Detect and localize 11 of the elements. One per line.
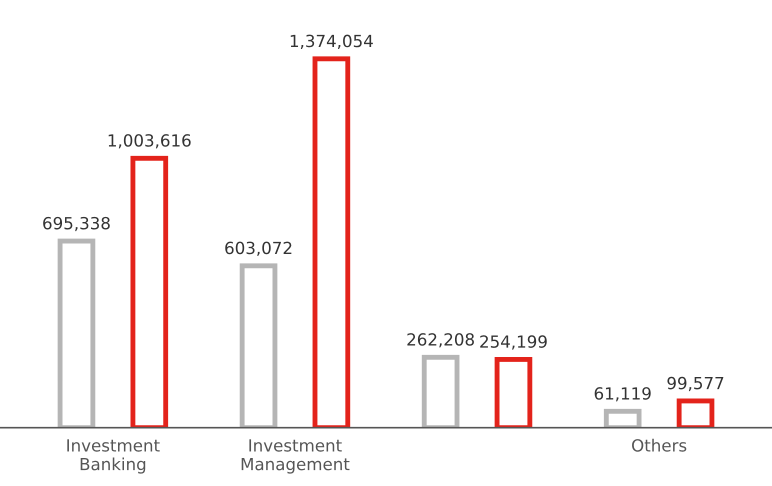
data-label: 262,208 — [407, 333, 474, 348]
data-label: 99,577 — [667, 376, 724, 392]
data-label: 61,119 — [594, 387, 651, 402]
data-label: 1,003,616 — [108, 134, 191, 148]
x-tick-label: Investment Banking — [67, 439, 160, 474]
data-label: 695,338 — [43, 216, 110, 232]
x-tick-label: Others — [632, 438, 686, 452]
data-label: 254,199 — [480, 335, 547, 350]
x-tick-label: Investment Management — [242, 439, 350, 474]
data-label: 1,374,054 — [290, 34, 373, 49]
data-label: 603,072 — [225, 242, 292, 256]
